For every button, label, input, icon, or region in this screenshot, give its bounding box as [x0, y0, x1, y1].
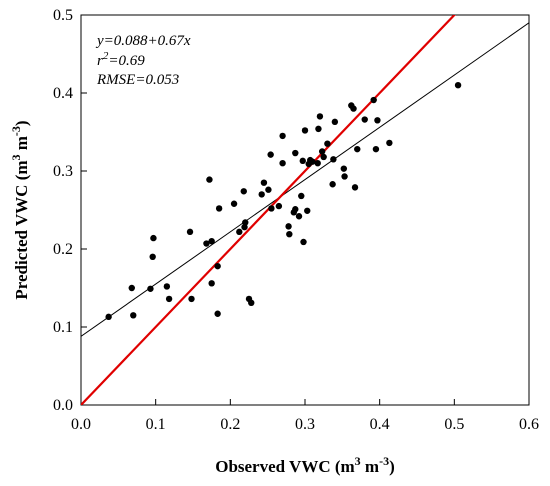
data-point	[203, 240, 210, 247]
data-point	[214, 262, 221, 270]
data-point	[248, 299, 255, 307]
data-point	[361, 116, 368, 123]
data-point	[230, 200, 238, 207]
y-tick-label: 0.1	[53, 319, 73, 336]
data-point	[165, 295, 173, 303]
x-tick-label: 0.1	[146, 416, 166, 433]
data-point	[286, 230, 293, 238]
data-point	[214, 310, 221, 317]
data-point	[299, 157, 306, 165]
data-point	[130, 312, 137, 319]
data-point	[279, 132, 286, 140]
data-point	[370, 96, 377, 104]
data-point	[315, 125, 322, 133]
data-point	[292, 149, 299, 157]
data-point	[150, 234, 157, 242]
data-point	[186, 228, 194, 236]
x-axis: 0.0 0.1 0.2 0.3 0.4 0.5 0.6	[71, 399, 539, 433]
data-point	[340, 165, 348, 172]
y-tick-label: 0.2	[53, 241, 73, 258]
data-point	[275, 202, 283, 210]
data-point	[386, 139, 393, 147]
data-point	[350, 105, 357, 112]
data-point	[147, 285, 154, 292]
data-point	[324, 140, 331, 147]
y-axis-title: Predicted VWC (m3 m-3)	[9, 120, 31, 299]
data-point	[206, 176, 213, 183]
x-axis-title: Observed VWC (m3 m-3)	[215, 454, 395, 476]
x-tick-label: 0.3	[295, 416, 315, 433]
data-point	[163, 283, 171, 290]
data-point	[341, 173, 348, 180]
data-point	[149, 253, 156, 260]
y-tick-label: 0.0	[53, 397, 73, 414]
x-tick-label: 0.5	[444, 416, 464, 433]
rmse-annotation: RMSE=0.053	[96, 72, 179, 88]
data-point	[300, 238, 307, 246]
data-point	[208, 238, 215, 245]
data-point	[208, 280, 215, 287]
one-to-one-line	[81, 15, 456, 405]
data-point	[242, 219, 249, 226]
data-point	[329, 181, 336, 188]
data-point	[265, 186, 272, 193]
data-point	[316, 113, 324, 120]
data-point	[304, 207, 311, 214]
data-point	[454, 82, 462, 89]
x-tick-label: 0.0	[71, 416, 91, 433]
data-point	[236, 228, 243, 236]
data-point	[301, 127, 309, 134]
data-point	[372, 145, 380, 153]
data-point	[354, 145, 361, 153]
data-point	[279, 160, 286, 167]
data-point	[331, 118, 339, 126]
data-point	[374, 117, 381, 124]
data-point	[330, 156, 337, 163]
data-point	[318, 148, 326, 155]
data-point	[267, 151, 274, 158]
data-point	[260, 179, 268, 186]
x-tick-label: 0.4	[370, 416, 390, 433]
data-point	[292, 206, 299, 213]
y-tick-label: 0.4	[53, 85, 73, 102]
data-point	[351, 184, 359, 191]
x-tick-label: 0.6	[519, 416, 539, 433]
y-axis: 0.0 0.1 0.2 0.3 0.4 0.5	[53, 7, 87, 414]
data-point	[128, 284, 135, 292]
y-tick-label: 0.3	[53, 163, 73, 180]
regression-line	[81, 22, 529, 337]
data-point	[240, 188, 247, 195]
y-tick-label: 0.5	[53, 7, 73, 24]
data-point	[285, 223, 292, 230]
data-point	[298, 192, 305, 200]
data-point	[215, 205, 223, 212]
data-point	[258, 191, 265, 198]
equation-annotation: y=0.088+0.67x	[95, 33, 191, 49]
data-points	[105, 82, 462, 321]
data-point	[295, 213, 303, 220]
data-point	[268, 205, 275, 212]
data-point	[309, 158, 316, 165]
data-point	[188, 295, 195, 303]
data-point	[320, 153, 327, 161]
x-tick-label: 0.2	[220, 416, 240, 433]
data-point	[105, 313, 112, 321]
data-point	[314, 160, 321, 167]
r2-annotation: r2=0.69	[97, 50, 145, 69]
